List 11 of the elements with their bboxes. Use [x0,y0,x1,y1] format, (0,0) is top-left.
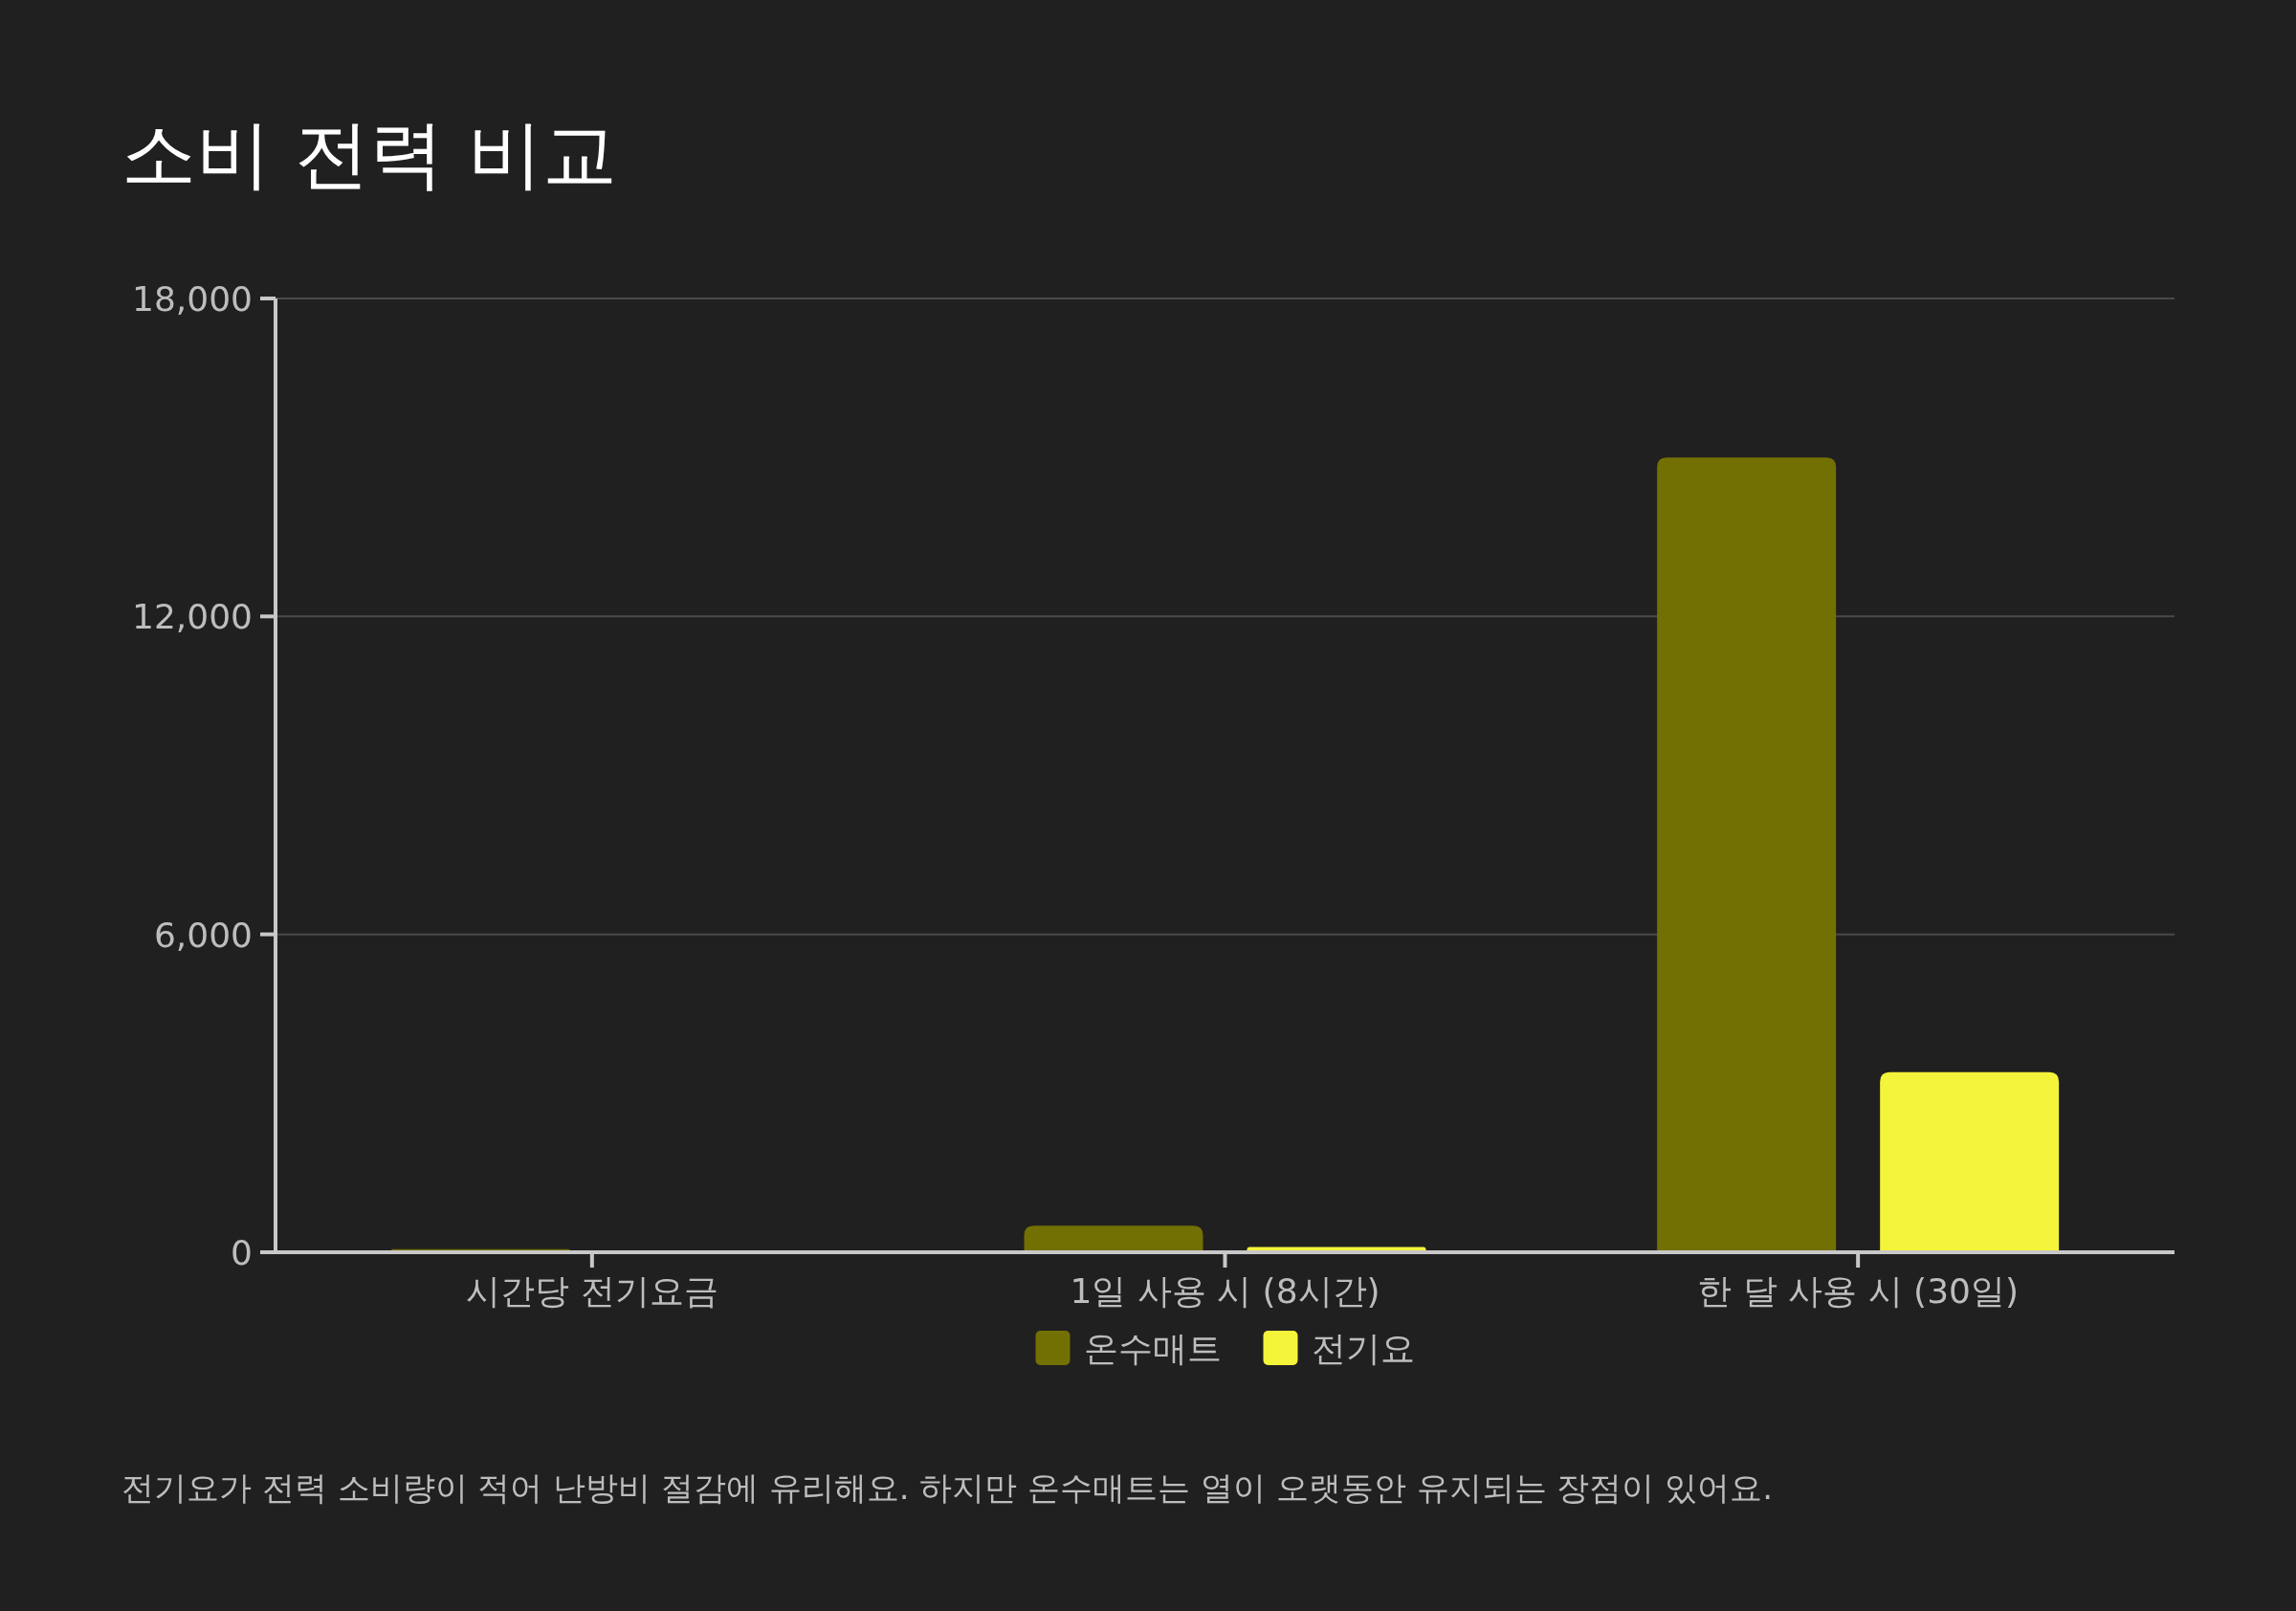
text: 전기요가 전력 소비량이 적어 난방비 절감에 유리해요. 하지만 온수매트는 열이 오랫동안 유지되는 장점이 있어요. [121,1468,1774,1507]
y-tick-label: 12,000 [132,597,253,637]
x-tick-label: 1일 사용 시 (8시간) [1070,1271,1380,1311]
legend-label: 전기요 [1311,1329,1415,1368]
legend-label: 온수매트 [1083,1329,1222,1368]
x-tick-label: 시간당 전기요금 [466,1271,718,1311]
x-tick-label: 한 달 사용 시 (30일) [1697,1271,2019,1311]
y-tick-label: 6,000 [153,915,253,955]
chart-title: 소비 전력 비교 [121,111,617,197]
y-tick-label: 0 [231,1233,253,1272]
y-tick-label: 18,000 [132,279,253,319]
